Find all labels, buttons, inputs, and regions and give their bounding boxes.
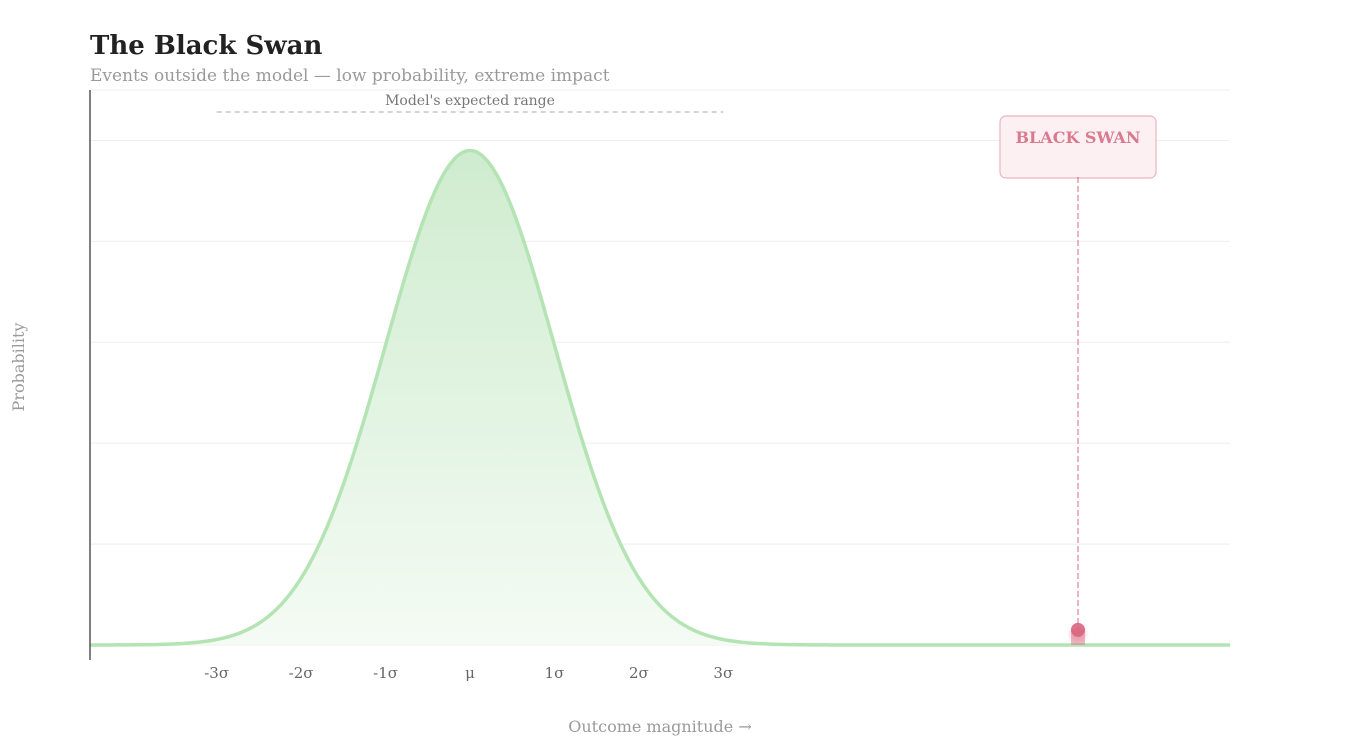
expected-range-label: Model's expected range: [385, 93, 555, 109]
distribution-area: [90, 150, 1230, 645]
chart-title: The Black Swan: [90, 31, 322, 61]
x-tick-label: 1σ: [545, 664, 565, 682]
black-swan-annotation: BLACK SWAN: [999, 115, 1157, 645]
x-tick-labels: -3σ -2σ -1σ μ 1σ 2σ 3σ: [204, 664, 733, 682]
expected-range: Model's expected range: [216, 93, 724, 113]
y-axis-label: Probability: [9, 323, 28, 412]
x-tick-label: μ: [465, 664, 475, 682]
chart-subtitle: Events outside the model — low probabili…: [90, 66, 610, 86]
x-tick-label: 3σ: [713, 664, 733, 682]
distribution-curve: [90, 148, 1230, 647]
x-tick-label: -3σ: [204, 664, 229, 682]
grid-lines: [90, 89, 1230, 646]
x-axis-label: Outcome magnitude →: [568, 717, 751, 736]
black-swan-label: BLACK SWAN: [1016, 128, 1141, 147]
black-swan-dot: [1071, 622, 1085, 637]
x-tick-label: 2σ: [629, 664, 649, 682]
distribution-layer: [90, 148, 1230, 647]
x-tick-label: -2σ: [289, 664, 314, 682]
x-tick-label: -1σ: [373, 664, 398, 682]
black-swan-box: [999, 115, 1157, 179]
